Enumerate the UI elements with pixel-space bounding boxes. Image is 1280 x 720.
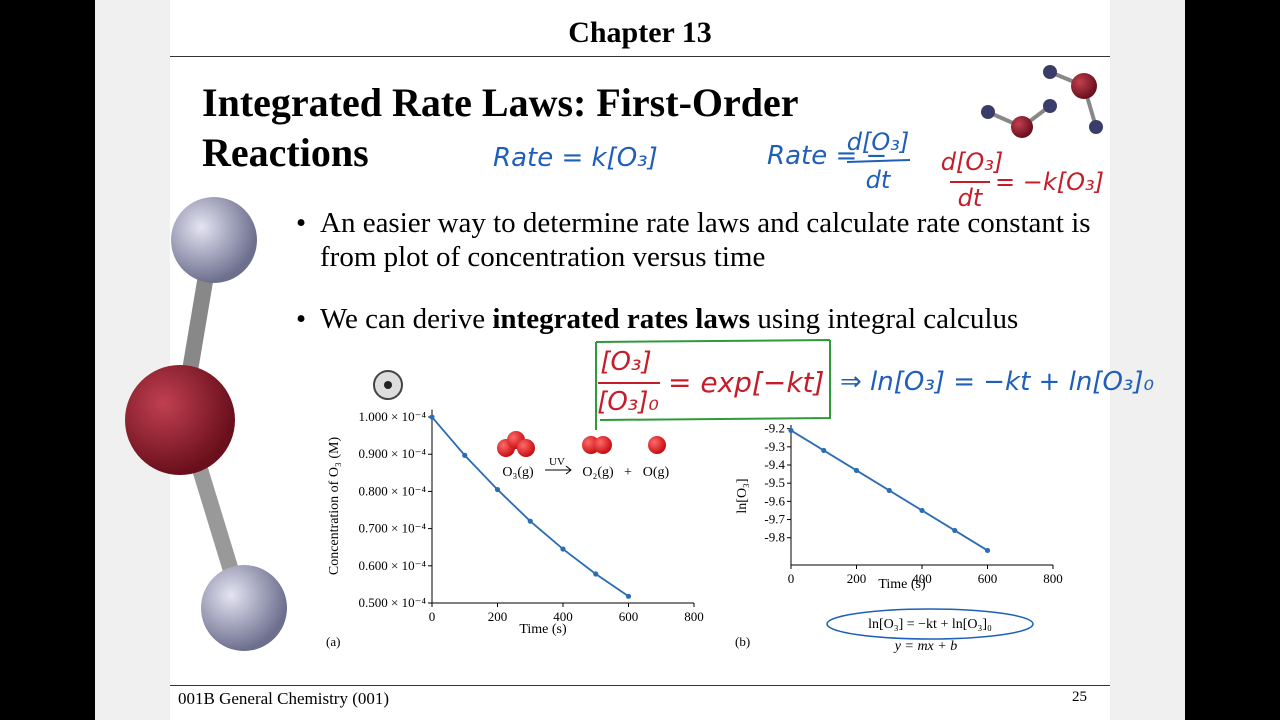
annotation: = −k[O₃] (995, 168, 1104, 196)
x-tick-label: 200 (488, 609, 508, 624)
annotation: [O₃]₀ (597, 387, 659, 417)
plus: + (624, 465, 632, 480)
y-tick-label: 0.500 × 10⁻⁴ (359, 595, 427, 610)
data-point (625, 593, 632, 599)
y-tick-label: -9.7 (764, 512, 785, 527)
annotation: dt (866, 166, 892, 194)
x-tick-label: 200 (847, 571, 867, 586)
data-point (429, 414, 435, 420)
y-tick-label: -9.8 (764, 530, 785, 545)
data-point (984, 547, 991, 554)
y-tick-label: -9.3 (764, 439, 785, 454)
data-point (462, 452, 468, 458)
reactant: O₃(g) (502, 465, 534, 480)
data-point (788, 427, 794, 434)
data-point (821, 447, 827, 454)
annotation: dt (958, 184, 984, 212)
annotation: d[O₃] (847, 128, 909, 156)
x-tick-label: 800 (684, 609, 704, 624)
x-axis-label: Time (s) (878, 577, 926, 592)
annotation: d[O₃] (941, 148, 1003, 176)
data-point (952, 527, 958, 534)
page-number: 25 (1072, 689, 1087, 705)
y-tick-label: -9.2 (764, 421, 785, 436)
x-axis-label: Time (s) (519, 622, 567, 637)
bullet: An easier way to determine rate laws and… (296, 206, 1100, 274)
linear-form: y = mx + b (893, 639, 957, 654)
y-tick-label: 0.600 × 10⁻⁴ (359, 558, 427, 573)
annotation: Rate = − (767, 141, 887, 171)
y-tick-label: 0.900 × 10⁻⁴ (359, 446, 427, 461)
bullet: We can derive integrated rates laws usin… (296, 302, 1100, 336)
y-axis-label: ln[O₃] (735, 478, 750, 513)
annotation: [O₃] (600, 347, 651, 377)
cursor (373, 370, 403, 400)
bullet-text: An easier way to determine rate laws and… (320, 207, 1091, 273)
annotation: = exp[−kt] (668, 366, 824, 399)
condition: UV (549, 456, 565, 468)
y-axis-label: Concentration of O₃ (M) (327, 437, 342, 576)
header-rule (170, 56, 1110, 57)
annotation-box (595, 159, 1034, 640)
x-tick-label: 0 (788, 571, 795, 586)
x-tick-label: 600 (619, 609, 639, 624)
product: O₂(g) (582, 465, 614, 480)
slide: Chapter 13 Integrated Rate Laws: First-O… (170, 0, 1110, 720)
molecule-right (981, 65, 1103, 138)
molecule-left (125, 197, 287, 651)
equation: ln[O₃] = −kt + ln[O₃]₀ (868, 617, 992, 632)
charts: 1.000 × 10⁻⁴ 0.900 × 10⁻⁴ 0.800 × 10⁻⁴ 0.70… (326, 409, 1063, 649)
data-point (853, 467, 860, 474)
y-tick-label: 0.700 × 10⁻⁴ (359, 521, 427, 536)
annotation: ⇒ ln[O₃] = −kt + ln[O₃]₀ (840, 367, 1154, 397)
product: O(g) (643, 465, 670, 480)
footer-course: 001B General Chemistry (001) (178, 689, 390, 708)
x-tick-label: 400 (553, 609, 573, 624)
y-tick-label: 0.800 × 10⁻⁴ (359, 483, 427, 498)
y-tick-label: -9.6 (764, 493, 785, 508)
y-tick-label: -9.5 (764, 475, 785, 490)
x-tick-label: 400 (912, 571, 932, 586)
bullet-text: We can derive (320, 303, 493, 335)
footer-rule (170, 685, 1110, 686)
data-point (560, 546, 566, 552)
ozone-molecules (497, 431, 666, 475)
slide-title: Integrated Rate Laws: First-Order Reacti… (202, 80, 798, 175)
y-tick-label: -9.4 (764, 457, 785, 472)
data-point (527, 518, 533, 524)
panel-label: (a) (326, 634, 340, 649)
data-point (919, 507, 925, 514)
x-tick-label: 600 (978, 571, 998, 586)
data-point (593, 571, 599, 577)
data-point (494, 486, 501, 493)
bullet-text: using integral calculus (750, 303, 1019, 335)
y-tick-label: 1.000 × 10⁻⁴ (359, 409, 427, 424)
header-title: Chapter 13 (568, 16, 712, 49)
x-tick-label: 800 (1043, 571, 1063, 586)
x-tick-label: 0 (429, 609, 436, 624)
panel-label: (b) (735, 634, 750, 649)
annotation: Rate = k[O₃] (493, 143, 658, 173)
bullet-bold: integrated rates laws (492, 303, 751, 335)
data-point (886, 487, 892, 494)
